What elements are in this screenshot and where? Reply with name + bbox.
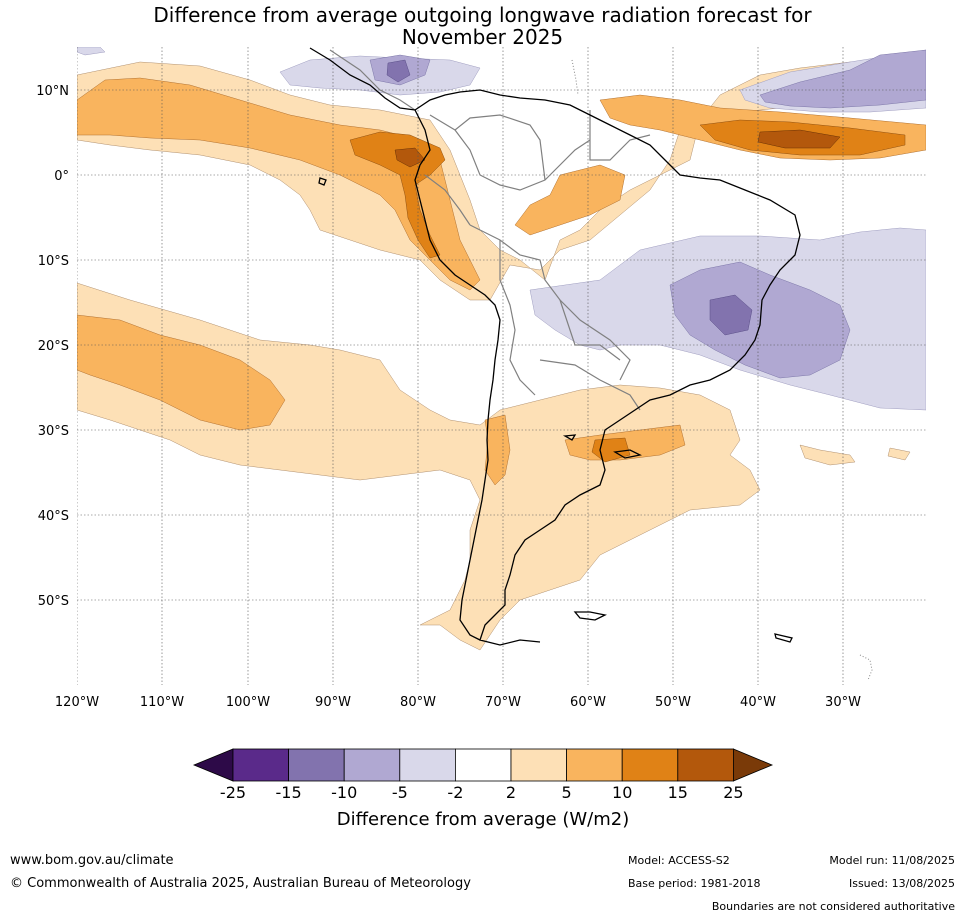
latitude-labels: 10°N 0° 10°S 20°S 30°S 40°S 50°S — [36, 84, 69, 609]
base-period: Base period: 1981-2018 — [628, 877, 761, 890]
colorbar-over-arrow — [733, 748, 774, 782]
lon-label: 30°W — [825, 695, 861, 710]
title-line-2: November 2025 — [401, 25, 564, 49]
colorbar-segment — [454, 748, 512, 782]
lon-label: 80°W — [400, 695, 436, 710]
map-title: Difference from average outgoing longwav… — [0, 4, 965, 48]
lon-label: 110°W — [140, 695, 184, 710]
negative-10-15-regions — [386, 59, 753, 336]
colorbar-tick-label: 15 — [668, 783, 688, 802]
title-line-1: Difference from average outgoing longwav… — [153, 3, 812, 27]
lat-label: 10°S — [38, 254, 69, 269]
lon-label: 100°W — [226, 695, 270, 710]
lon-label: 40°W — [740, 695, 776, 710]
lon-label: 70°W — [485, 695, 521, 710]
lat-label: 30°S — [38, 424, 69, 439]
model-run: Model run: 11/08/2025 — [829, 854, 955, 867]
lat-label: 10°N — [36, 84, 69, 99]
colorbar-segment — [232, 748, 289, 782]
colorbar-tick-label: -2 — [447, 783, 463, 802]
colorbar-tick-label: -15 — [276, 783, 302, 802]
colorbar-segment — [343, 748, 401, 782]
lat-label: 40°S — [38, 509, 69, 524]
colorbar-segment — [510, 748, 567, 782]
lat-label: 0° — [54, 169, 69, 184]
lat-label: 20°S — [38, 339, 69, 354]
lon-label: 120°W — [55, 695, 99, 710]
copyright-text: © Commonwealth of Australia 2025, Austra… — [10, 876, 471, 891]
coastline — [309, 47, 801, 646]
website-link[interactable]: www.bom.gov.au/climate — [10, 853, 174, 868]
lon-label: 60°W — [570, 695, 606, 710]
colorbar-segment — [621, 748, 679, 782]
country-borders — [329, 49, 651, 411]
issued-date: Issued: 13/08/2025 — [848, 877, 955, 890]
colorbar-under-arrow — [192, 748, 234, 782]
lat-label: 50°S — [38, 594, 69, 609]
disclaimer: Boundaries are not considered authoritat… — [711, 900, 955, 913]
longitude-labels: 120°W 110°W 100°W 90°W 80°W 70°W 60°W 50°W 40°W 3… — [55, 695, 861, 710]
colorbar-tick-label: -5 — [392, 783, 408, 802]
small-islands — [571, 59, 873, 681]
colorbar-tick-label: -10 — [331, 783, 357, 802]
colorbar-tick-label: -25 — [220, 783, 246, 802]
colorbar-segment — [677, 748, 734, 782]
lon-label: 90°W — [315, 695, 351, 710]
colorbar-tick-label: 2 — [506, 783, 516, 802]
anomaly-shading — [77, 47, 926, 685]
model-name: Model: ACCESS-S2 — [628, 854, 730, 867]
positive-15-25-regions — [394, 129, 841, 168]
colorbar-segment — [566, 748, 623, 782]
colorbar-tick-label: 10 — [612, 783, 632, 802]
gridlines — [77, 47, 926, 685]
colorbar-segment — [399, 748, 456, 782]
colorbar-tick-label: 5 — [562, 783, 572, 802]
colorbar-tick-label: 25 — [723, 783, 743, 802]
lon-label: 50°W — [655, 695, 691, 710]
colorbar-label: Difference from average (W/m2) — [337, 809, 629, 830]
colorbar-segment — [288, 748, 345, 782]
